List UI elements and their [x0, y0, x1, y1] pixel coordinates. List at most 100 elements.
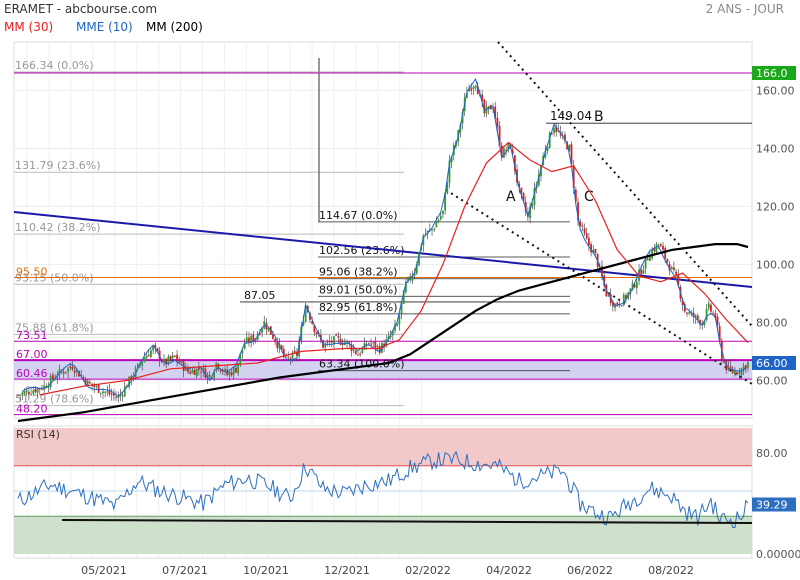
candle-body	[426, 230, 429, 234]
fib-left-label: 75.88 (61.8%)	[15, 321, 94, 334]
candle-body	[398, 315, 401, 325]
fib-left-label: 110.42 (38.2%)	[15, 221, 101, 234]
candle-body	[280, 345, 283, 351]
candle-body	[313, 325, 316, 333]
candle-body	[400, 302, 403, 314]
candle-body	[553, 128, 555, 134]
fib-right-label: 89.01 (50.0%)	[319, 283, 398, 296]
candle-body	[546, 147, 549, 152]
candle-body	[742, 366, 745, 371]
annotation-label: 87.05	[244, 289, 276, 302]
candle-body	[361, 348, 364, 354]
rsi-value-label: 39.29	[756, 498, 788, 511]
candle-body	[470, 88, 473, 91]
candle-body	[670, 266, 673, 270]
candle-body	[585, 233, 588, 239]
candle-body	[465, 92, 468, 98]
candle-body	[520, 187, 523, 194]
candle-body	[152, 346, 155, 351]
legend-mme10: MME (10)	[76, 20, 133, 34]
candle-body	[686, 312, 688, 314]
candle-body	[97, 384, 100, 393]
candle-body	[437, 219, 440, 223]
candle-body	[668, 263, 671, 271]
candle-body	[54, 378, 56, 380]
candle-body	[359, 353, 362, 355]
candle-body	[411, 275, 414, 281]
fib-left-label: 51.29 (78.6%)	[15, 393, 94, 406]
candle-body	[291, 352, 294, 361]
candle-body	[213, 371, 216, 379]
candle-body	[354, 350, 357, 354]
candle-body	[435, 222, 438, 228]
candle-body	[217, 363, 220, 370]
candle-body	[450, 156, 453, 163]
candle-body	[228, 372, 231, 376]
y-tick-label: 80.00	[756, 316, 788, 329]
wave-label-b: B	[594, 109, 604, 125]
candle-body	[324, 343, 327, 348]
y-tick-label: 160.00	[756, 84, 795, 97]
candle-body	[381, 342, 383, 353]
candle-body	[378, 346, 381, 353]
candle-body	[655, 244, 658, 253]
candle-body	[326, 341, 329, 343]
candle-body	[537, 174, 540, 186]
candle-body	[744, 365, 747, 370]
candle-body	[350, 344, 353, 351]
candle-body	[394, 324, 396, 331]
candle-body	[171, 355, 174, 359]
period-label: 2 ANS - JOUR	[705, 2, 784, 16]
candle-body	[588, 237, 590, 246]
candle-body	[620, 305, 623, 307]
candle-body	[211, 377, 213, 379]
candle-body	[633, 284, 636, 288]
rsi-overbought-zone	[14, 428, 752, 466]
candle-body	[239, 353, 242, 364]
candle-body	[725, 360, 728, 371]
candle-body	[625, 295, 627, 299]
candle-body	[335, 334, 338, 336]
candle-body	[296, 351, 298, 356]
candle-body	[481, 94, 484, 102]
candle-body	[343, 342, 346, 345]
candle-body	[309, 313, 311, 320]
candle-body	[235, 367, 237, 373]
x-tick-label: 12/2021	[324, 564, 370, 577]
candle-body	[333, 336, 335, 345]
candle-body	[51, 374, 54, 380]
candle-body	[293, 350, 296, 353]
x-tick-label: 10/2021	[243, 564, 289, 577]
candle-body	[629, 288, 632, 294]
candle-body	[659, 244, 662, 247]
candle-body	[550, 133, 553, 135]
candle-body	[644, 257, 647, 269]
candle-body	[272, 334, 274, 339]
candle-body	[616, 302, 619, 306]
candle-body	[267, 327, 270, 331]
candle-body	[215, 362, 218, 371]
candle-body	[374, 340, 377, 349]
candle-body	[522, 193, 525, 202]
candle-body	[130, 376, 133, 381]
candle-body	[568, 144, 571, 151]
candle-body	[657, 244, 660, 246]
candle-body	[357, 354, 359, 356]
candle-body	[128, 376, 131, 387]
candle-body	[372, 342, 375, 344]
candle-body	[603, 275, 606, 286]
candle-body	[513, 155, 516, 171]
candle-body	[339, 338, 342, 345]
candle-body	[548, 132, 551, 148]
candle-body	[123, 386, 126, 397]
candle-body	[557, 130, 560, 132]
candle-body	[58, 369, 61, 376]
candle-body	[666, 258, 669, 263]
candle-body	[444, 192, 447, 211]
candle-body	[206, 374, 209, 379]
candle-body	[17, 394, 19, 396]
candle-body	[494, 106, 497, 119]
candle-body	[723, 361, 725, 363]
candle-body	[376, 345, 379, 347]
candle-body	[38, 388, 41, 390]
